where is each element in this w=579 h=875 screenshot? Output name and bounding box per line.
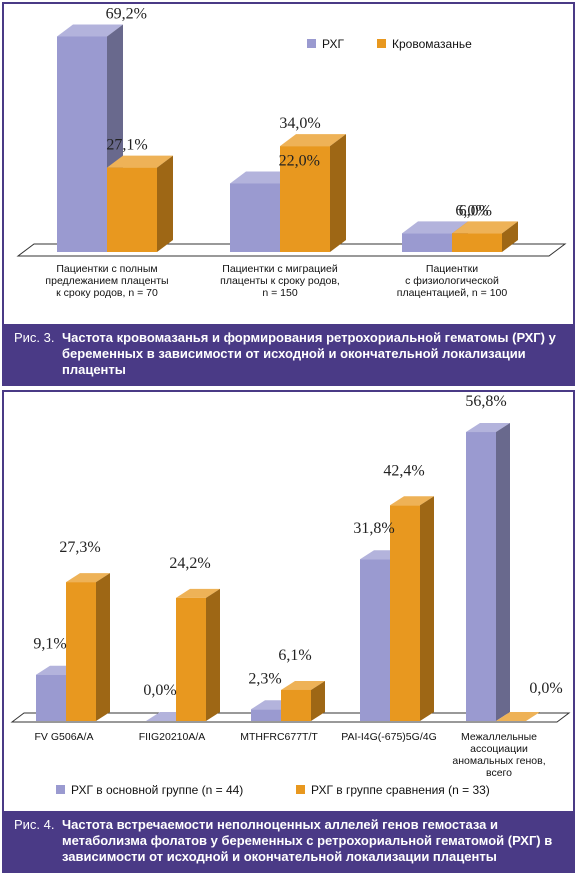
figure-4-caption-text: Частота встречаемости неполноценных алле…: [62, 817, 553, 864]
fig3-legend-label-rhg: РХГ: [322, 37, 344, 51]
fig3-bar-bleeding-3: [452, 221, 518, 252]
fig4-value-comparison-5: 0,0%: [529, 680, 562, 697]
fig4-bar-comparison-2: [176, 588, 220, 721]
fig3-category-label-1: Пациентки с полным предлежанием плаценты к…: [45, 263, 168, 299]
figure-4-chart: 9,1% 27,3% FV G506A/A 0,0% 24,2% FIIG20210A/A…: [10, 393, 571, 797]
figure-3-caption-text: Частота кровомазанья и формирования ретр…: [62, 330, 556, 377]
fig4-category-label-4: PAI-I4G(-675)5G/4G: [341, 731, 437, 743]
fig4-legend-label-comparison: РХГ в группе сравнения (n = 33): [311, 783, 490, 797]
fig4-value-comparison-1: 27,3%: [59, 539, 100, 556]
fig4-bar-main-5: [466, 423, 510, 721]
fig4-category-label-2: FIIG20210A/A: [139, 731, 206, 743]
fig3-category-label-2: Пациентки с миграцией плаценты к сроку ро…: [220, 263, 340, 299]
fig3-value-bleeding-1: 27,1%: [106, 137, 147, 154]
fig4-category-label-5: Межаллельные ассоциации аномальных генов, в…: [452, 731, 545, 779]
fig3-value-bleeding-2: 34,0%: [279, 115, 320, 132]
fig4-value-comparison-3: 6,1%: [278, 647, 311, 664]
fig4-value-main-5: 56,8%: [465, 393, 506, 410]
fig4-value-main-3: 2,3%: [248, 670, 281, 687]
figure-3-chart: 69,2% 27,1% Пациентки с полным предлежанием…: [16, 5, 567, 299]
fig4-legend-swatch-main: [56, 785, 65, 794]
fig4-value-main-1: 9,1%: [33, 636, 66, 653]
figure-3-number: Рис. 3.: [14, 330, 55, 345]
fig3-category-label-3: Пациентки с физиологической плацентацией, …: [397, 263, 508, 299]
figure-4-caption: Рис. 4. Частота встречаемости неполноцен…: [4, 811, 573, 871]
fig4-value-comparison-2: 24,2%: [169, 555, 210, 572]
fig3-value-bleeding-3: 6,0%: [455, 202, 488, 219]
fig3-bar-bleeding-2: [280, 134, 346, 252]
fig4-bar-comparison-3: [281, 680, 325, 721]
fig3-value-rhg-1: 69,2%: [106, 5, 147, 22]
fig3-legend-swatch-bleeding: [377, 39, 386, 48]
fig4-category-label-1: FV G506A/A: [35, 731, 94, 743]
fig4-category-label-3: MTHFRC677T/T: [240, 731, 318, 743]
fig3-legend-swatch-rhg: [307, 39, 316, 48]
fig4-bar-comparison-4: [390, 496, 434, 721]
figure-3-panel: 69,2% 27,1% Пациентки с полным предлежанием…: [2, 2, 575, 386]
fig3-bar-bleeding-1: [107, 155, 173, 252]
fig3-value-rhg-2: 22,0%: [279, 152, 320, 169]
figure-4-number: Рис. 4.: [14, 817, 55, 832]
fig4-value-comparison-4: 42,4%: [383, 462, 424, 479]
fig4-bar-comparison-1: [66, 573, 110, 721]
fig4-value-main-4: 31,8%: [353, 520, 394, 537]
figure-3-caption: Рис. 3. Частота кровомазанья и формирова…: [4, 324, 573, 384]
fig3-bar-rhg-3: [402, 221, 468, 252]
fig4-bar-comparison-5: [496, 712, 540, 722]
fig4-value-main-2: 0,0%: [143, 682, 176, 699]
fig4-legend-swatch-comparison: [296, 785, 305, 794]
fig4-legend-label-main: РХГ в основной группе (n = 44): [71, 783, 243, 797]
figure-4-panel: 9,1% 27,3% FV G506A/A 0,0% 24,2% FIIG20210A/A…: [2, 390, 575, 873]
fig3-legend-label-bleeding: Кровомазанье: [392, 37, 472, 51]
fig3-value-rhg-3: 6,0%: [459, 202, 492, 219]
